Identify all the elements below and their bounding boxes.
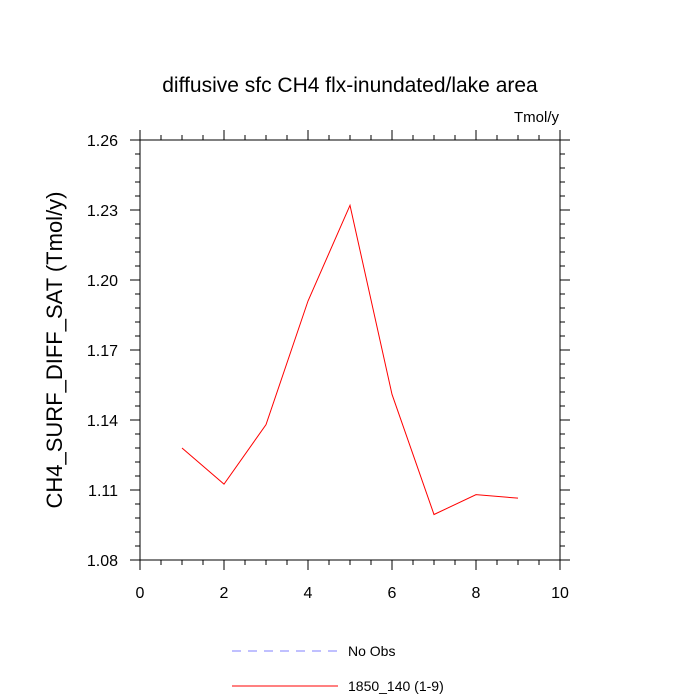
x-tick-label: 10 bbox=[551, 585, 569, 602]
plot-frame bbox=[139, 139, 561, 561]
x-tick-label: 6 bbox=[388, 585, 397, 602]
x-tick-label: 2 bbox=[220, 585, 229, 602]
x-tick-label: 0 bbox=[136, 585, 145, 602]
legend-label: No Obs bbox=[348, 643, 395, 659]
y-tick-label: 1.20 bbox=[87, 273, 118, 290]
legend: No Obs 1850_140 (1-9) bbox=[232, 643, 444, 694]
x-tick-label: 8 bbox=[472, 585, 481, 602]
y-tick-label: 1.26 bbox=[87, 133, 118, 150]
x-tick-label: 4 bbox=[304, 585, 313, 602]
y-tick-label: 1.23 bbox=[87, 203, 118, 220]
y-tick-label: 1.11 bbox=[88, 483, 118, 500]
units-label: Tmol/y bbox=[514, 109, 560, 126]
plot-area bbox=[181, 203, 519, 516]
y-tick-label: 1.08 bbox=[87, 553, 118, 570]
y-tick-label: 1.17 bbox=[87, 343, 118, 360]
y-tick-label: 1.14 bbox=[87, 413, 118, 430]
legend-label: 1850_140 (1-9) bbox=[348, 678, 444, 694]
axes: 0 2 4 6 8 10 1.08 1.11 1.14 1.17 1.20 1.23 1.26 bbox=[87, 130, 570, 602]
chart-title: diffusive sfc CH4 flx-inundated/lake are… bbox=[162, 74, 538, 97]
y-axis-label: CH4_SURF_DIFF_SAT (Tmol/y) bbox=[42, 191, 67, 508]
series-line bbox=[181, 203, 519, 516]
